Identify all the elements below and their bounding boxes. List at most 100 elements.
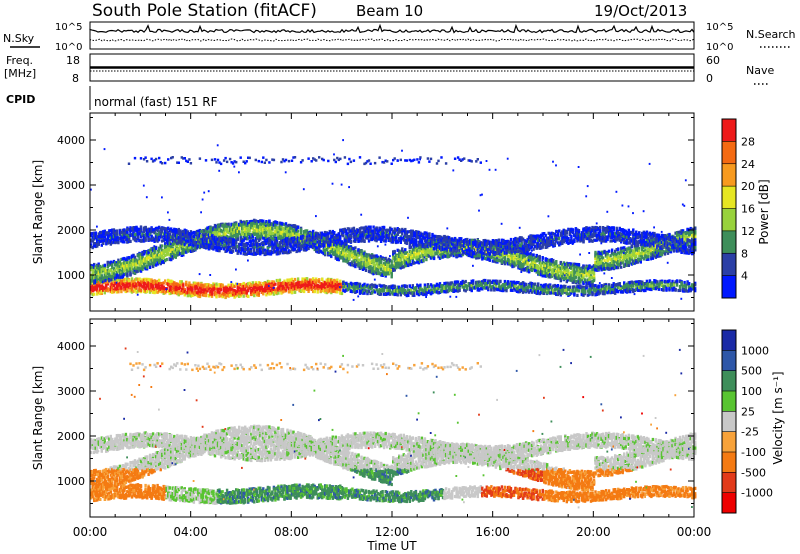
range-gate-cell bbox=[263, 282, 266, 286]
range-gate-cell bbox=[248, 235, 251, 239]
range-gate-cell bbox=[262, 219, 265, 223]
range-gate-cell bbox=[215, 247, 218, 251]
range-gate-cell bbox=[94, 269, 97, 273]
range-gate-cell bbox=[268, 280, 271, 284]
range-gate-cell bbox=[236, 293, 239, 297]
range-gate-cell bbox=[188, 249, 191, 253]
range-gate-cell bbox=[245, 291, 248, 295]
range-gate-cell bbox=[207, 242, 211, 246]
range-gate-cell bbox=[182, 239, 185, 243]
range-gate-cell bbox=[177, 290, 180, 294]
range-gate-cell bbox=[186, 160, 189, 163]
range-gate-cell bbox=[209, 274, 212, 276]
range-gate-cell bbox=[141, 234, 144, 238]
range-gate-cell bbox=[230, 293, 233, 297]
range-gate-cell bbox=[244, 222, 247, 227]
range-gate-cell bbox=[218, 242, 221, 246]
range-gate-cell bbox=[158, 226, 161, 230]
range-gate-cell bbox=[102, 267, 105, 271]
range-gate-cell bbox=[135, 229, 138, 233]
range-gate-cell bbox=[198, 232, 202, 236]
range-gate-cell bbox=[117, 276, 120, 280]
freq-traces bbox=[90, 66, 694, 72]
range-gate-cell bbox=[176, 244, 179, 248]
range-gate-cell bbox=[248, 220, 251, 224]
range-gate-cell bbox=[219, 286, 223, 290]
range-gate-cell bbox=[103, 231, 106, 235]
range-gate-cell bbox=[106, 234, 109, 238]
range-gate-cell bbox=[142, 235, 146, 239]
range-gate-cell bbox=[139, 229, 143, 233]
range-gate-cell bbox=[124, 266, 128, 270]
range-gate-cell bbox=[265, 284, 268, 288]
range-gate-cell bbox=[124, 268, 128, 272]
range-gate-cell bbox=[150, 259, 153, 263]
range-gate-cell bbox=[112, 267, 116, 271]
range-gate-cell bbox=[165, 235, 168, 239]
range-gate-cell bbox=[168, 236, 171, 240]
range-gate-cell bbox=[266, 234, 270, 238]
range-gate-cell bbox=[159, 244, 162, 248]
range-gate-cell bbox=[242, 242, 245, 246]
range-gate-cell bbox=[189, 232, 193, 236]
range-gate-cell bbox=[251, 252, 254, 256]
range-gate-cell bbox=[118, 230, 122, 234]
nsearch-label: N.Search bbox=[746, 28, 796, 41]
range-gate-cell bbox=[135, 238, 138, 242]
range-gate-cell bbox=[180, 246, 183, 250]
range-gate-cell bbox=[127, 235, 131, 239]
range-gate-cell bbox=[162, 252, 165, 256]
range-gate-cell bbox=[256, 246, 259, 250]
range-gate-cell bbox=[204, 294, 208, 298]
range-gate-cell bbox=[257, 281, 260, 285]
range-gate-cell bbox=[96, 266, 99, 270]
range-gate-cell bbox=[182, 245, 185, 249]
range-gate-cell bbox=[120, 257, 123, 262]
range-gate-cell bbox=[189, 238, 193, 242]
range-gate-cell bbox=[248, 225, 251, 229]
range-gate-cell bbox=[94, 231, 97, 235]
range-gate-cell bbox=[118, 232, 122, 236]
range-gate-cell bbox=[145, 196, 148, 199]
range-gate-cell bbox=[124, 287, 128, 291]
range-gate-cell bbox=[207, 247, 211, 251]
range-gate-cell bbox=[266, 284, 270, 288]
range-gate-cell bbox=[109, 240, 112, 244]
range-gate-cell bbox=[274, 238, 277, 242]
range-gate-cell bbox=[342, 234, 345, 238]
range-gate-cell bbox=[227, 246, 230, 250]
range-gate-cell bbox=[195, 231, 199, 235]
range-gate-cell bbox=[93, 288, 96, 292]
range-gate-cell bbox=[269, 235, 273, 240]
range-gate-cell bbox=[136, 289, 140, 293]
range-gate-cell bbox=[161, 239, 164, 243]
range-gate-cell bbox=[241, 237, 244, 241]
range-gate-cell bbox=[151, 290, 155, 294]
range-gate-cell bbox=[162, 249, 165, 253]
range-gate-cell bbox=[156, 253, 159, 257]
range-gate-cell bbox=[213, 238, 217, 242]
range-gate-cell bbox=[357, 295, 360, 298]
range-gate-cell bbox=[242, 245, 245, 249]
range-gate-cell bbox=[174, 286, 177, 291]
range-gate-cell bbox=[138, 283, 141, 287]
range-gate-cell bbox=[245, 252, 248, 256]
range-gate-cell bbox=[221, 224, 224, 228]
range-gate-cell bbox=[168, 229, 171, 233]
range-gate-cell bbox=[132, 258, 135, 262]
range-gate-cell bbox=[266, 223, 270, 227]
range-gate-cell bbox=[256, 222, 259, 226]
range-gate-cell bbox=[231, 290, 235, 294]
range-gate-cell bbox=[253, 218, 256, 222]
range-gate-cell bbox=[161, 235, 164, 239]
range-gate-cell bbox=[114, 263, 117, 267]
range-gate-cell bbox=[132, 229, 135, 233]
range-gate-cell bbox=[103, 239, 106, 243]
range-gate-cell bbox=[123, 228, 126, 232]
range-gate-cell bbox=[302, 188, 305, 191]
range-gate-cell bbox=[219, 284, 223, 288]
range-gate-cell bbox=[197, 236, 200, 240]
range-gate-cell bbox=[174, 230, 177, 234]
range-gate-cell bbox=[272, 286, 275, 289]
range-gate-cell bbox=[189, 288, 193, 292]
